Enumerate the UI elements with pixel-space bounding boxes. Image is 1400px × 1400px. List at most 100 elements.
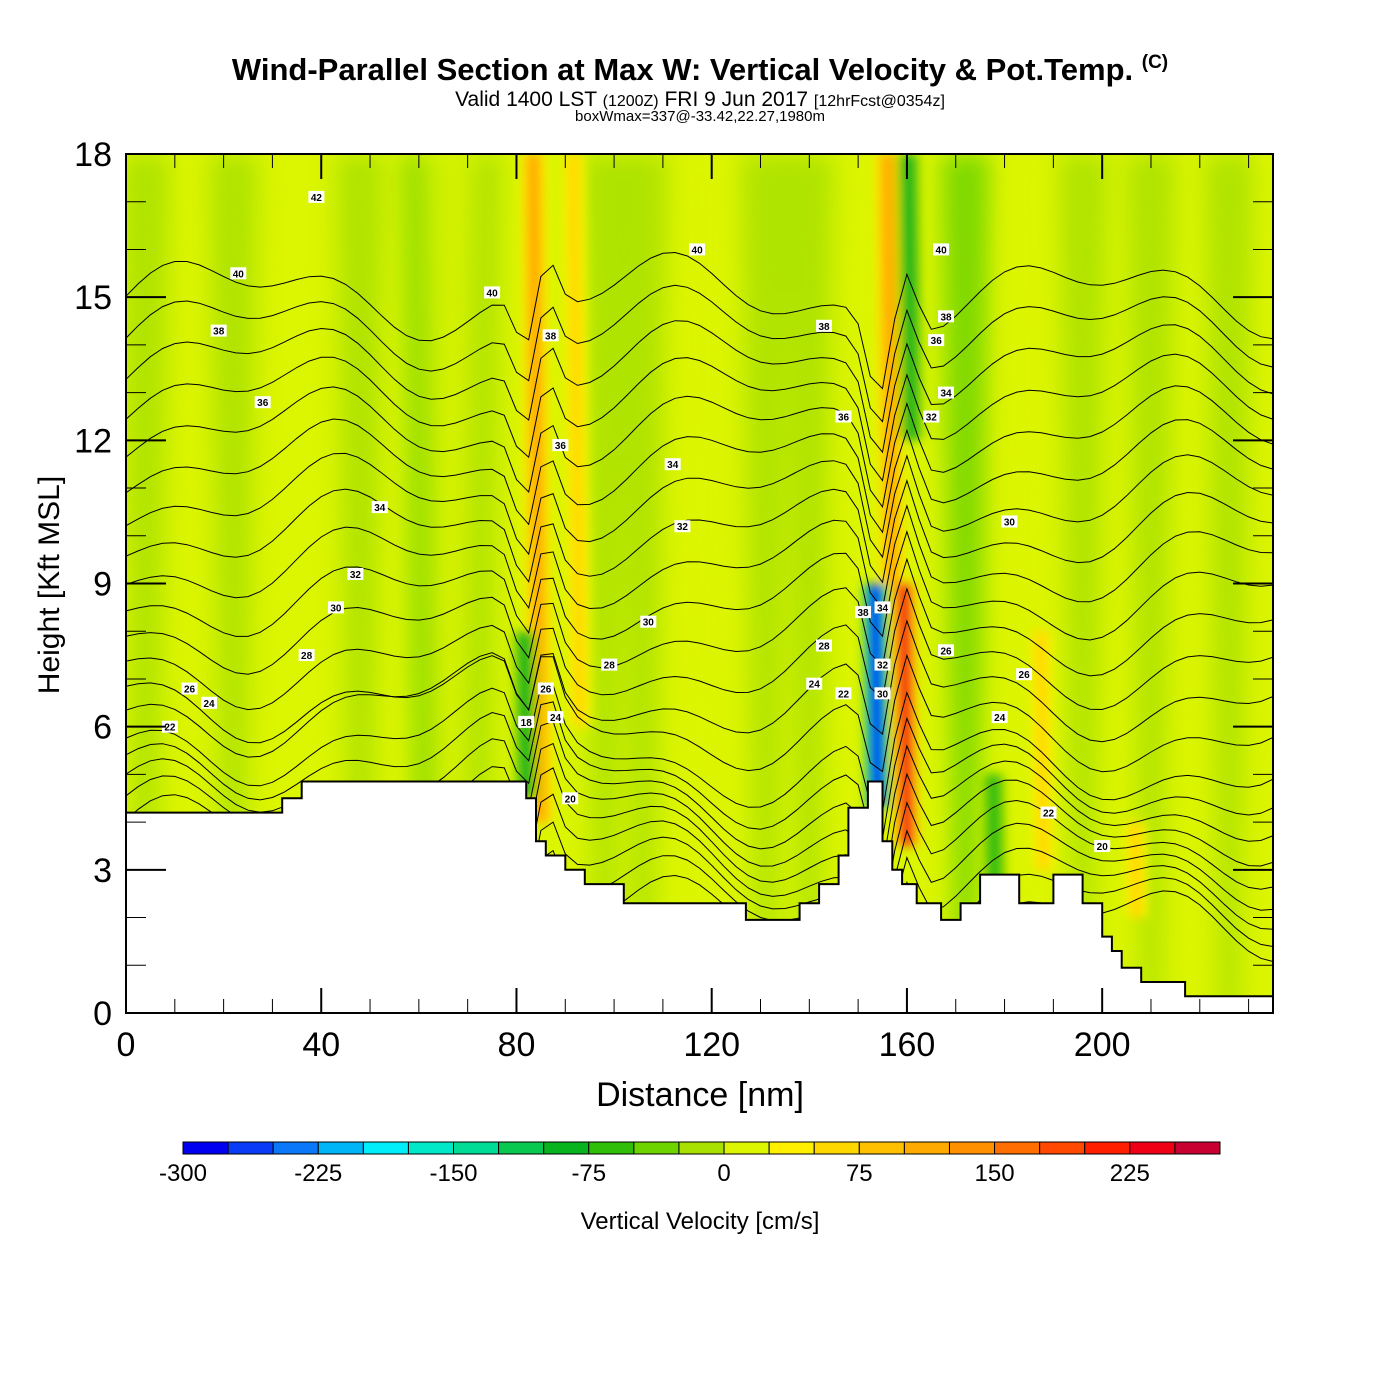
contour-label: 24 (201, 696, 217, 710)
contour-label-text: 30 (330, 603, 342, 614)
contour-label-text: 24 (809, 680, 821, 691)
contour-label-text: 32 (926, 413, 938, 424)
colorbar-box (903, 1141, 950, 1155)
valid-utc: (1200Z) (602, 93, 659, 110)
contour-label-bg (1094, 840, 1111, 852)
contour-label: 26 (181, 682, 198, 696)
contour-label: 34 (664, 458, 681, 471)
contour-label-bg (806, 677, 823, 690)
colorbar-tick-label: -300 (159, 1160, 207, 1187)
y-tick-label: 12 (74, 422, 112, 460)
contour-label: 24 (547, 711, 564, 724)
updraft-core (898, 583, 913, 846)
contour-label-bg (327, 601, 344, 614)
y-tick-label: 18 (74, 136, 112, 174)
colorbar-box (588, 1141, 635, 1155)
contour-label-text: 28 (301, 651, 313, 662)
contour-label: 22 (1040, 806, 1057, 820)
contour-label: 26 (1016, 668, 1033, 681)
contour-label: 28 (298, 649, 315, 662)
colorbar-tick-label: 225 (1110, 1160, 1150, 1187)
contour-label-text: 26 (540, 685, 552, 696)
colorbar-tick-label: -75 (571, 1160, 606, 1187)
field-band (740, 154, 790, 1013)
y-tick-label: 0 (93, 995, 112, 1033)
contour-label-text: 26 (184, 685, 196, 696)
updraft-core (568, 154, 586, 727)
contour-label-bg (484, 286, 501, 299)
contour-label: 38 (855, 606, 871, 619)
contour-label-text: 26 (940, 646, 952, 657)
colorbar-box (362, 1141, 409, 1155)
contour-label-text: 18 (521, 718, 533, 729)
contour-label-bg (537, 682, 554, 695)
contour-label: 36 (254, 396, 271, 409)
theta-contour (126, 479, 1273, 584)
theta-contour (126, 418, 1273, 534)
colorbar: -300 -225 -150 -75 0 75 150 225 (159, 1141, 1221, 1187)
contour-label-bg (874, 658, 891, 671)
contour-label-bg (547, 711, 564, 724)
contour-label: 40 (933, 243, 950, 256)
contour-label-text: 32 (677, 522, 689, 533)
contour-label-text: 38 (545, 331, 557, 342)
contour-label: 28 (816, 639, 832, 653)
contour-label-text: 36 (257, 398, 269, 409)
contour-label-bg (835, 410, 852, 423)
colorbar-box (1174, 1141, 1221, 1155)
contour-label-text: 28 (604, 661, 616, 672)
contour-label-bg (1040, 806, 1057, 819)
contour-label: 32 (874, 658, 891, 672)
y-tick-label: 3 (93, 852, 112, 890)
theta-contour (126, 652, 1273, 773)
contour-label: 26 (537, 682, 554, 696)
copyright-mark: (C) (1141, 52, 1169, 73)
contour-label-bg (938, 310, 954, 323)
contour-label-bg (1016, 668, 1033, 681)
contour-label-text: 34 (877, 603, 889, 614)
theta-contour (126, 353, 1273, 482)
contour-label: 36 (552, 439, 569, 452)
contour-label-text: 32 (350, 570, 362, 581)
contour-label: 36 (835, 410, 852, 424)
terrain (126, 780, 1273, 1013)
contour-label-bg (601, 658, 618, 671)
colorbar-box (813, 1141, 860, 1155)
contour-label-bg (928, 334, 945, 347)
title-text: Wind-Parallel Section at Max W: Vertical… (231, 52, 1134, 87)
field-band (208, 154, 258, 1013)
contour-labels: 42 40 40 40 40 38 38 38 38 36 36 36 36 34 34 34 32 32 32 30… (161, 190, 1111, 853)
contour-label: 26 (938, 644, 954, 657)
boxwmax-info: boxWmax=337@-33.42,22.27,1980m (575, 108, 825, 125)
colorbar-box (633, 1141, 680, 1155)
contour-label: 30 (874, 687, 891, 700)
field-band (677, 154, 727, 1013)
contour-label-bg (230, 267, 247, 280)
theta-contour (126, 701, 1273, 840)
contour-label-text: 38 (857, 608, 869, 619)
contour-label-bg (933, 243, 950, 256)
contour-label-text: 22 (838, 689, 850, 700)
contour-label: 32 (923, 410, 940, 424)
field-band (784, 154, 834, 1013)
x-tick-label: 200 (1074, 1026, 1131, 1064)
contour-label-text: 20 (565, 794, 577, 805)
contour-label-text: 34 (374, 503, 386, 514)
contour-label-text: 34 (940, 389, 952, 400)
contour-label-text: 42 (311, 193, 323, 204)
contour-label-text: 34 (667, 460, 679, 471)
colorbar-box (948, 1141, 996, 1155)
colorbar-label: Vertical Velocity [cm/s] (580, 1208, 820, 1235)
downdraft-core (988, 774, 1001, 894)
contour-label: 40 (689, 243, 706, 256)
x-tick-label: 120 (683, 1026, 740, 1064)
plot-area: 42 40 40 40 40 38 38 38 38 36 36 36 36 34 34 34 32 32 32 30… (126, 154, 1273, 1013)
contour-label: 34 (938, 386, 954, 400)
contour-label: 38 (938, 310, 954, 323)
contour-label-bg (201, 696, 217, 709)
contour-label-bg (874, 687, 891, 700)
colorbar-box (227, 1141, 274, 1155)
contour-label-text: 36 (555, 441, 567, 452)
colorbar-box (407, 1141, 455, 1155)
x-tick-label: 80 (498, 1026, 536, 1064)
